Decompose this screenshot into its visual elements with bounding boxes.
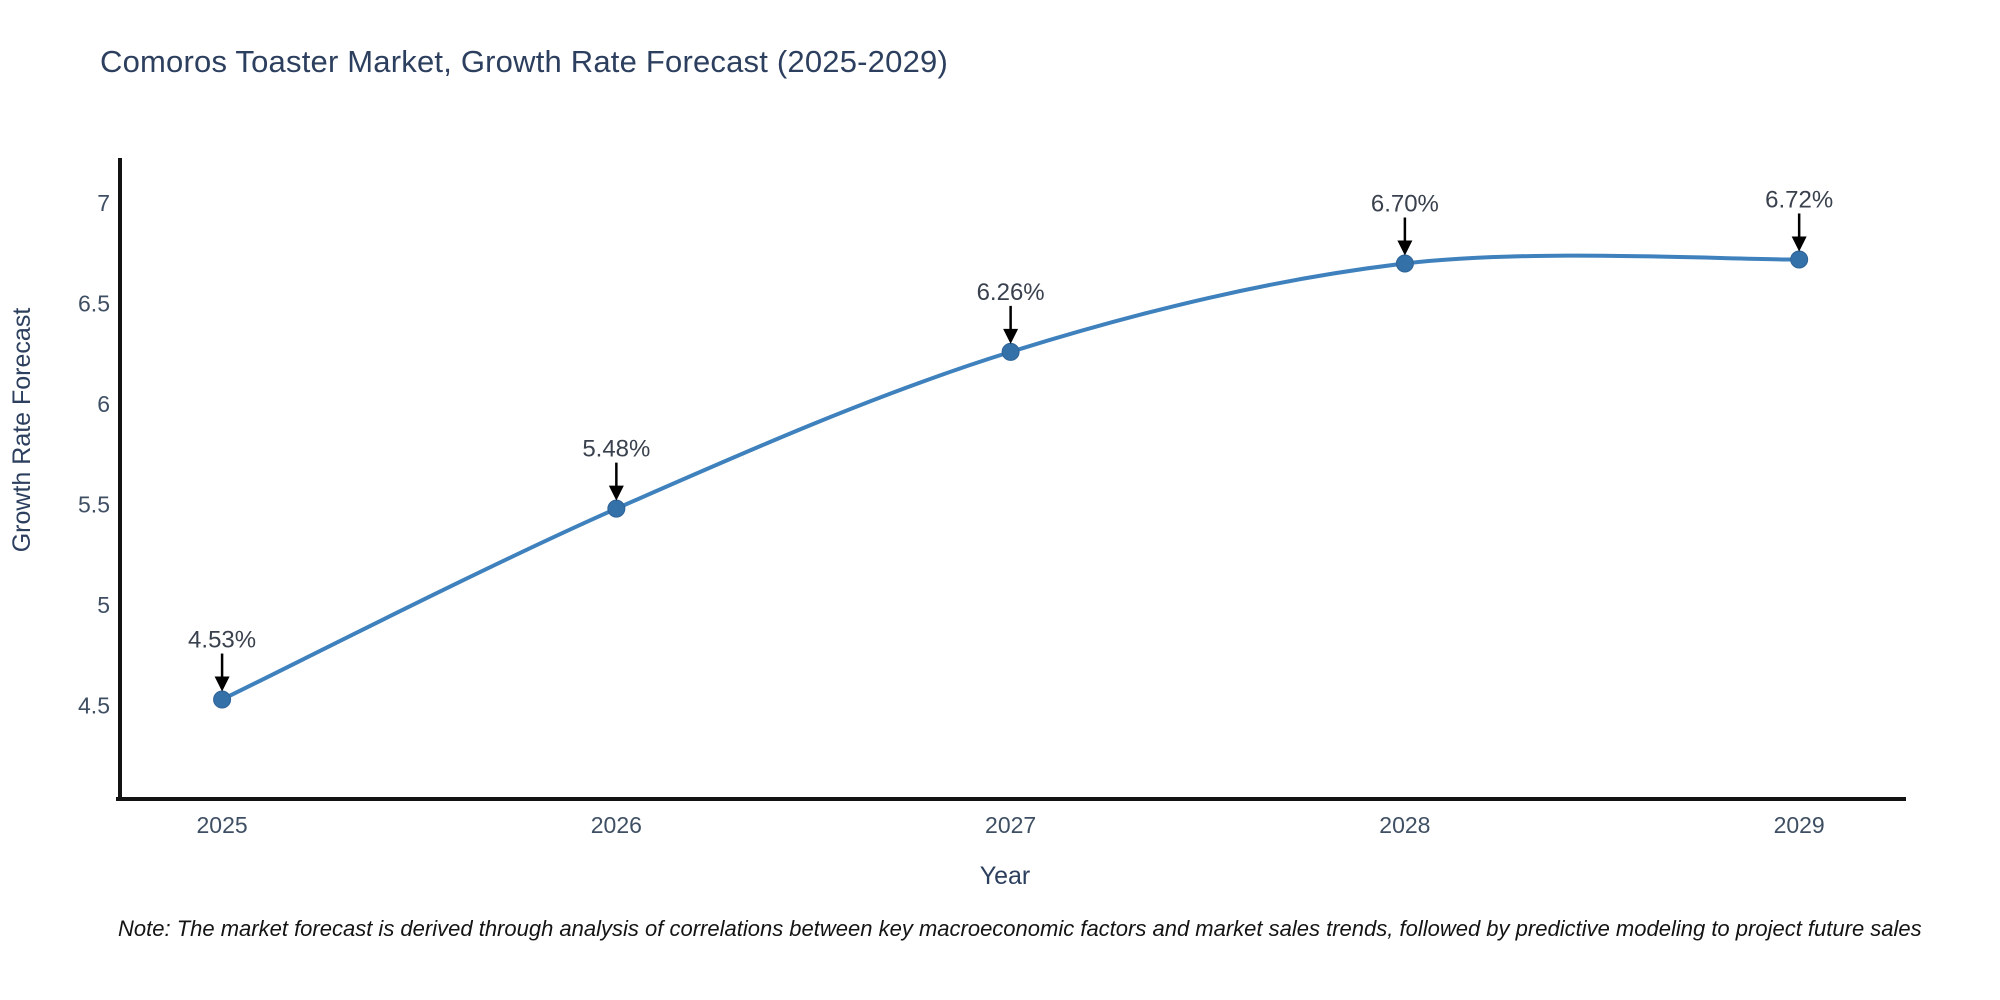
annotation-arrowhead-icon	[608, 485, 624, 501]
data-point-marker[interactable]	[213, 690, 232, 709]
point-value-label: 6.26%	[977, 279, 1045, 306]
y-tick-label: 6	[97, 391, 110, 417]
data-point-markers	[213, 250, 1809, 709]
annotation-arrowhead-icon	[1791, 236, 1807, 252]
point-annotations: 4.53% 5.48% 6.26% 6.70% 6.72%	[188, 186, 1833, 692]
point-value-label: 6.70%	[1371, 190, 1439, 217]
x-tick-label: 2026	[591, 812, 642, 838]
footnote: Note: The market forecast is derived thr…	[118, 916, 1922, 941]
x-tick-label: 2027	[985, 812, 1036, 838]
chart-title: Comoros Toaster Market, Growth Rate Fore…	[100, 44, 948, 79]
data-point-marker[interactable]	[1790, 250, 1809, 269]
y-tick-label: 5.5	[78, 492, 110, 518]
annotation-arrowhead-icon	[214, 676, 230, 692]
data-point-marker[interactable]	[1001, 342, 1020, 361]
x-tick-labels: 2025 2026 2027 2028 2029	[197, 812, 1825, 838]
point-value-label: 5.48%	[582, 436, 650, 463]
data-point-marker[interactable]	[1395, 254, 1414, 273]
y-tick-label: 7	[97, 190, 110, 216]
y-tick-label: 5	[97, 592, 110, 618]
x-tick-label: 2028	[1379, 812, 1430, 838]
annotation-arrowhead-icon	[1003, 328, 1019, 344]
x-tick-label: 2029	[1774, 812, 1825, 838]
data-point-marker[interactable]	[607, 499, 626, 518]
annotation-arrowhead-icon	[1397, 240, 1413, 256]
y-tick-label: 6.5	[78, 291, 110, 317]
point-value-label: 6.72%	[1765, 186, 1833, 213]
x-tick-label: 2025	[197, 812, 248, 838]
y-tick-labels: 4.5 5 5.5 6 6.5 7	[78, 190, 110, 718]
y-axis-title: Growth Rate Forecast	[8, 308, 36, 553]
x-axis-title: Year	[980, 862, 1031, 890]
point-value-label: 4.53%	[188, 627, 256, 654]
y-tick-label: 4.5	[78, 693, 110, 719]
